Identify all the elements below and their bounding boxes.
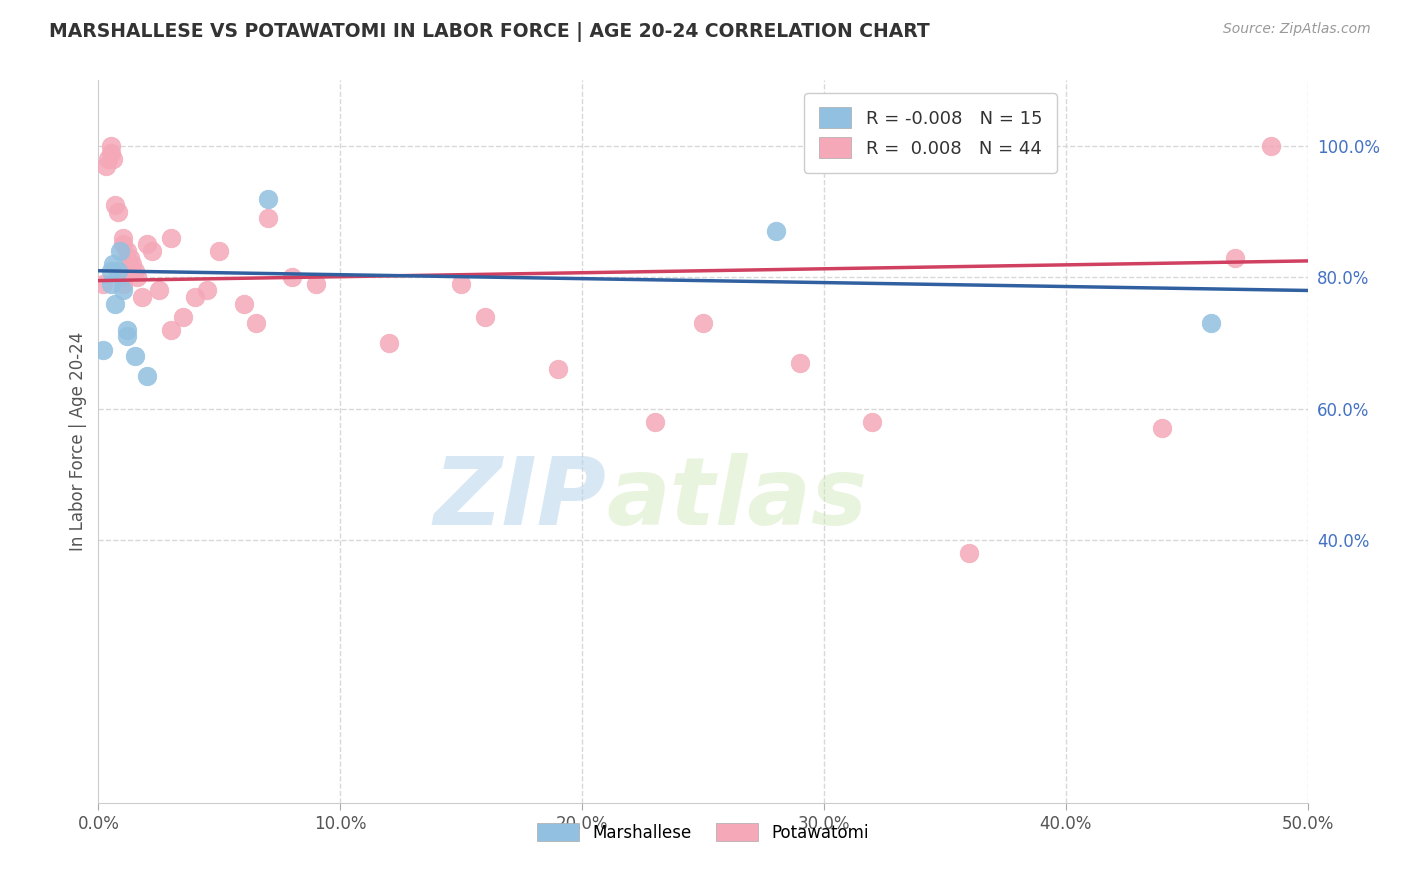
Point	[1260, 139, 1282, 153]
Point	[101, 152, 124, 166]
Point	[135, 368, 157, 383]
Point	[305, 277, 328, 291]
Point	[547, 362, 569, 376]
Point	[131, 290, 153, 304]
Point	[148, 284, 170, 298]
Point	[1152, 421, 1174, 435]
Point	[377, 336, 399, 351]
Point	[107, 204, 129, 219]
Point	[765, 224, 787, 238]
Point	[135, 237, 157, 252]
Text: atlas: atlas	[606, 453, 868, 545]
Point	[100, 264, 122, 278]
Point	[91, 343, 114, 357]
Point	[184, 290, 207, 304]
Y-axis label: In Labor Force | Age 20-24: In Labor Force | Age 20-24	[69, 332, 87, 551]
Text: MARSHALLESE VS POTAWATOMI IN LABOR FORCE | AGE 20-24 CORRELATION CHART: MARSHALLESE VS POTAWATOMI IN LABOR FORCE…	[49, 22, 929, 42]
Point	[111, 237, 134, 252]
Point	[117, 323, 139, 337]
Point	[232, 296, 254, 310]
Point	[957, 546, 980, 560]
Point	[195, 284, 218, 298]
Point	[1223, 251, 1246, 265]
Point	[107, 264, 129, 278]
Point	[789, 356, 811, 370]
Point	[450, 277, 472, 291]
Point	[100, 145, 122, 160]
Point	[108, 244, 131, 258]
Point	[127, 270, 149, 285]
Point	[1199, 316, 1222, 330]
Point	[124, 349, 146, 363]
Point	[91, 277, 114, 291]
Point	[160, 323, 183, 337]
Point	[245, 316, 267, 330]
Point	[101, 257, 124, 271]
Point	[644, 415, 666, 429]
Point	[97, 152, 120, 166]
Text: Source: ZipAtlas.com: Source: ZipAtlas.com	[1223, 22, 1371, 37]
Point	[692, 316, 714, 330]
Point	[111, 277, 134, 291]
Point	[256, 192, 278, 206]
Point	[100, 277, 122, 291]
Point	[118, 251, 141, 265]
Point	[474, 310, 496, 324]
Point	[104, 198, 127, 212]
Point	[94, 159, 117, 173]
Point	[104, 296, 127, 310]
Point	[281, 270, 304, 285]
Point	[121, 257, 143, 271]
Point	[117, 244, 139, 258]
Text: ZIP: ZIP	[433, 453, 606, 545]
Legend: Marshallese, Potawatomi: Marshallese, Potawatomi	[530, 817, 876, 848]
Point	[111, 284, 134, 298]
Point	[117, 329, 139, 343]
Point	[172, 310, 194, 324]
Point	[208, 244, 231, 258]
Point	[111, 231, 134, 245]
Point	[124, 264, 146, 278]
Point	[141, 244, 163, 258]
Point	[100, 139, 122, 153]
Point	[256, 211, 278, 226]
Point	[160, 231, 183, 245]
Point	[860, 415, 883, 429]
Point	[111, 270, 134, 285]
